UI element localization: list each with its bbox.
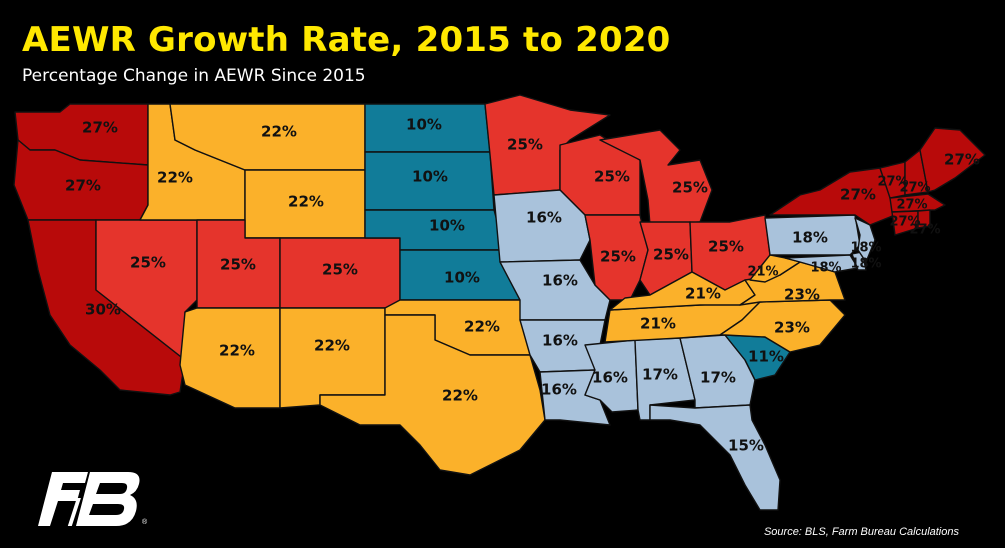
value-label-OK: 22% <box>464 318 500 336</box>
state-MA <box>889 193 946 213</box>
value-label-DE: 18% <box>850 257 881 272</box>
state-ME <box>919 127 986 193</box>
value-label-AZ: 22% <box>219 342 255 360</box>
value-label-NY: 27% <box>840 186 876 204</box>
value-label-MS: 16% <box>592 369 628 387</box>
source-note: Source: BLS, Farm Bureau Calculations <box>763 526 959 538</box>
value-label-KY: 21% <box>685 285 721 303</box>
value-label-MT: 22% <box>261 123 297 141</box>
state-FL <box>649 404 781 511</box>
value-label-CA: 30% <box>85 301 121 319</box>
value-label-AR: 16% <box>542 332 578 350</box>
value-label-NE: 10% <box>429 217 465 235</box>
value-label-RI: 27% <box>909 223 940 238</box>
value-label-TN: 21% <box>640 315 676 333</box>
state-NM <box>279 307 386 409</box>
value-label-WA: 27% <box>82 119 118 137</box>
value-label-WI: 25% <box>594 168 630 186</box>
state-RI <box>917 209 931 229</box>
state-MI <box>599 129 713 226</box>
value-label-CT: 27% <box>889 215 920 230</box>
value-label-IA: 16% <box>526 209 562 227</box>
value-label-IN: 25% <box>653 246 689 264</box>
value-label-AL: 17% <box>642 366 678 384</box>
value-label-NH: 27% <box>899 181 930 196</box>
value-label-VA: 23% <box>784 286 820 304</box>
state-AZ <box>179 307 281 409</box>
value-label-ME: 27% <box>944 151 980 169</box>
value-label-GA: 17% <box>700 369 736 387</box>
value-label-FL: 15% <box>728 437 764 455</box>
value-label-MN: 25% <box>507 136 543 154</box>
value-label-MD: 18% <box>810 261 841 276</box>
value-label-IL: 25% <box>600 248 636 266</box>
farm-bureau-logo: ® <box>38 472 148 526</box>
value-label-ID: 22% <box>157 169 193 187</box>
state-MD <box>784 254 859 273</box>
value-label-NM: 22% <box>314 337 350 355</box>
value-label-OR: 27% <box>65 177 101 195</box>
map-title: AEWR Growth Rate, 2015 to 2020 <box>22 20 671 60</box>
value-label-UT: 25% <box>220 256 256 274</box>
value-label-WV: 21% <box>747 265 778 280</box>
value-label-MI: 25% <box>672 179 708 197</box>
value-label-NJ: 18% <box>850 241 881 256</box>
value-label-VT: 27% <box>877 175 908 190</box>
value-label-SC: 11% <box>748 348 784 366</box>
state-MO <box>499 259 611 321</box>
value-label-PA: 18% <box>792 229 828 247</box>
registered-mark: ® <box>142 518 148 526</box>
map-subtitle: Percentage Change in AEWR Since 2015 <box>22 66 366 86</box>
value-label-NV: 25% <box>130 254 166 272</box>
value-label-NC: 23% <box>774 319 810 337</box>
value-label-WY: 22% <box>288 193 324 211</box>
value-label-OH: 25% <box>708 238 744 256</box>
value-label-ND: 10% <box>406 116 442 134</box>
value-label-CO: 25% <box>322 261 358 279</box>
state-TX <box>319 314 546 476</box>
value-label-MO: 16% <box>542 272 578 290</box>
value-label-SD: 10% <box>412 168 448 186</box>
value-label-LA: 16% <box>541 381 577 399</box>
value-label-TX: 22% <box>442 387 478 405</box>
value-label-KS: 10% <box>444 269 480 287</box>
value-label-MA: 27% <box>896 198 927 213</box>
